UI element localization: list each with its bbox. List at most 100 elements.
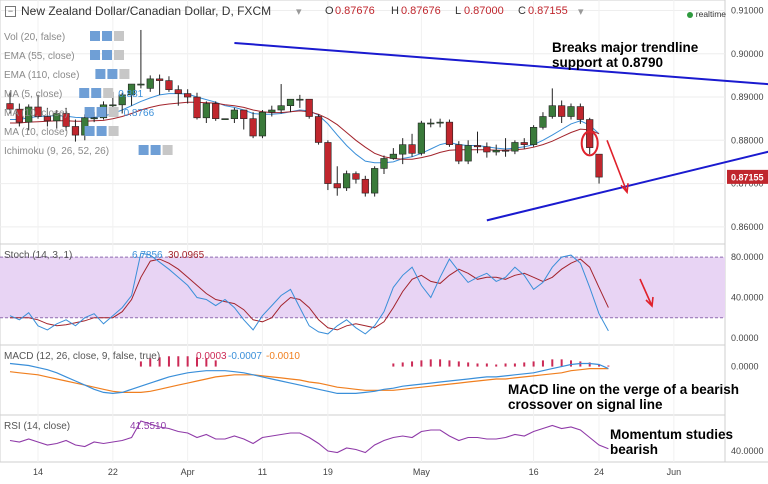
close-icon[interactable] [108, 107, 119, 117]
close-icon[interactable] [108, 126, 119, 136]
bearish-arrow-price-head [620, 183, 629, 195]
macd-line-value: -0.0007 [228, 351, 262, 362]
candle-bearish [34, 106, 42, 117]
candle-bearish [314, 116, 323, 143]
candle-bullish [492, 149, 500, 153]
candle-bullish [389, 153, 397, 159]
high-value: 0.87676 [401, 5, 441, 17]
indicator-legend-label: MA (10, close) [4, 108, 68, 119]
candle-bullish [202, 103, 210, 119]
indicator-legend-label: MA (5, close) [4, 89, 62, 100]
price-tick-label: 0.88000 [731, 135, 764, 145]
candle-bullish [371, 168, 379, 194]
candle-bearish [156, 78, 164, 81]
eye-icon[interactable] [79, 88, 90, 98]
candle-bullish [380, 158, 388, 169]
rsi-tick-label: 40.0000 [731, 446, 764, 456]
eye-icon[interactable] [84, 107, 95, 117]
indicator-legend-value: 0.881 [118, 89, 143, 100]
candle-bearish [305, 98, 313, 117]
time-tick-label: Jun [667, 467, 682, 477]
candle-bearish [333, 183, 341, 189]
rsi-value: 41.5510 [130, 421, 167, 432]
candle-bullish [109, 104, 117, 107]
eye-icon[interactable] [84, 126, 95, 136]
live-dot-icon [686, 11, 693, 18]
rsi-line [9, 420, 609, 454]
candle-bearish [455, 144, 463, 162]
trendline-resistance [234, 41, 768, 86]
high-label: H [391, 5, 399, 17]
ema-110-line [10, 101, 600, 160]
candle-bearish [15, 108, 23, 123]
eye-icon[interactable] [95, 69, 106, 79]
low-value: 0.87000 [464, 5, 504, 17]
symbol-title[interactable]: New Zealand Dollar/Canadian Dollar, D, F… [21, 4, 272, 18]
close-icon[interactable] [103, 88, 114, 98]
annotation-trendline-line2: support at 0.8790 [552, 55, 664, 70]
close-icon[interactable] [119, 69, 130, 79]
candle-bearish [71, 126, 80, 136]
settings-icon[interactable] [102, 50, 112, 60]
indicator-legend-label: EMA (110, close) [4, 70, 79, 81]
annotation-macd-line2: crossover on signal line [508, 397, 663, 412]
settings-icon[interactable] [91, 88, 102, 98]
rsi-title: RSI (14, close) [4, 421, 70, 432]
candle-bearish [352, 173, 360, 180]
candle-bearish [558, 105, 566, 117]
candle-bullish [286, 98, 295, 106]
settings-icon[interactable] [96, 126, 107, 136]
bearish-arrow-stoch-head [645, 296, 654, 308]
candle-bullish [137, 83, 145, 86]
indicator-legend-label: EMA (55, close) [4, 51, 75, 62]
settings-icon[interactable] [96, 107, 107, 117]
close-icon[interactable] [114, 31, 124, 41]
candle-bullish [90, 117, 98, 120]
close-icon[interactable] [114, 50, 124, 60]
annotation-trendline-line1: Breaks major trendline [552, 40, 699, 55]
settings-icon[interactable] [107, 69, 118, 79]
candle-bearish [165, 80, 173, 90]
eye-icon[interactable] [90, 31, 100, 41]
settings-icon[interactable] [102, 31, 112, 41]
close-icon[interactable] [162, 145, 173, 155]
candle-bullish [529, 127, 538, 145]
stoch-k-line [9, 252, 609, 335]
candle-bearish [6, 103, 14, 110]
realtime-indicator: realtime [686, 9, 726, 19]
candle-bearish [361, 178, 369, 194]
stoch-band [0, 257, 725, 318]
eye-icon[interactable] [138, 145, 149, 155]
eye-icon[interactable] [90, 50, 100, 60]
trendline-support [486, 150, 768, 222]
candle-bullish [436, 121, 444, 124]
time-tick-label: 22 [108, 467, 118, 477]
macd-hist-value: 0.0003 [196, 351, 227, 362]
collapse-icon[interactable]: − [5, 6, 16, 17]
settings-icon[interactable] [150, 145, 161, 155]
current-price-label: 0.87155 [731, 172, 764, 182]
candle-bullish [127, 83, 136, 96]
stoch-d-line [10, 258, 609, 331]
candle-bullish [53, 113, 61, 122]
open-value: 0.87676 [335, 5, 375, 17]
candle-bullish [539, 116, 547, 128]
chevron-down-icon[interactable]: ▾ [296, 6, 302, 18]
chevron-down-icon[interactable]: ▾ [578, 6, 584, 18]
candle-bearish [212, 103, 220, 119]
candle-bullish [25, 106, 33, 123]
candle-bullish [296, 98, 304, 101]
annotation-macd-line1: MACD line on the verge of a bearish [508, 382, 740, 397]
candle-bearish [501, 149, 510, 152]
candle-bullish [277, 105, 285, 111]
candle-bullish [230, 109, 239, 119]
time-tick-label: 19 [323, 467, 333, 477]
candle-bearish [184, 93, 192, 98]
time-tick-label: 11 [258, 467, 267, 477]
macd-tick-label: 0.0000 [731, 362, 759, 372]
candle-bullish [221, 118, 229, 120]
indicator-legend-label: Ichimoku (9, 26, 52, 26) [4, 146, 109, 157]
stoch-title: Stoch (14, 3, 1) [4, 250, 72, 261]
candle-bearish [473, 145, 482, 148]
